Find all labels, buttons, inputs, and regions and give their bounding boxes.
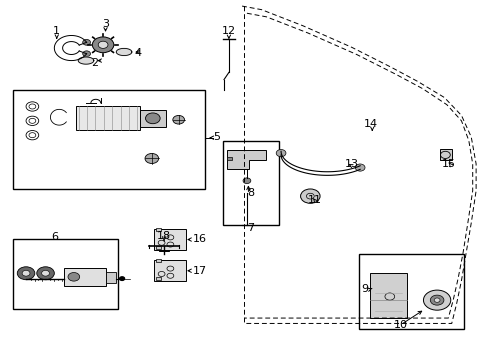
- Bar: [159, 245, 168, 251]
- Text: 17: 17: [193, 266, 207, 276]
- Polygon shape: [116, 48, 132, 55]
- Text: 4: 4: [135, 48, 142, 58]
- Bar: [358, 253, 463, 329]
- Circle shape: [429, 295, 443, 305]
- Bar: [369, 273, 406, 318]
- Circle shape: [300, 189, 320, 203]
- Text: 5: 5: [212, 132, 219, 142]
- Bar: [154, 229, 185, 250]
- Circle shape: [433, 298, 439, 302]
- Bar: [156, 246, 160, 249]
- Circle shape: [243, 178, 250, 184]
- Bar: [222, 140, 278, 225]
- Text: 7: 7: [246, 224, 253, 233]
- Bar: [13, 239, 118, 309]
- Circle shape: [145, 153, 158, 163]
- Circle shape: [172, 116, 184, 124]
- Text: 15: 15: [441, 159, 455, 169]
- Circle shape: [41, 270, 49, 276]
- Text: 1: 1: [53, 26, 60, 36]
- Text: 2: 2: [91, 58, 98, 68]
- Circle shape: [22, 270, 30, 276]
- Circle shape: [82, 40, 90, 45]
- Bar: [140, 110, 166, 127]
- Circle shape: [68, 273, 80, 281]
- Text: 14: 14: [364, 120, 378, 129]
- Bar: [156, 277, 160, 280]
- Text: 13: 13: [344, 159, 358, 169]
- Circle shape: [423, 290, 450, 310]
- Circle shape: [98, 41, 108, 48]
- Bar: [13, 90, 205, 189]
- Text: 6: 6: [51, 232, 58, 242]
- Text: 12: 12: [222, 26, 236, 36]
- Bar: [154, 260, 185, 281]
- Bar: [156, 259, 160, 262]
- Text: 9: 9: [361, 284, 368, 294]
- Text: 10: 10: [393, 320, 407, 330]
- Circle shape: [276, 149, 285, 157]
- Circle shape: [82, 51, 90, 57]
- Text: 16: 16: [193, 234, 207, 244]
- Text: 11: 11: [307, 195, 322, 205]
- Polygon shape: [227, 149, 266, 169]
- Bar: [439, 149, 451, 160]
- Circle shape: [355, 164, 364, 171]
- Bar: [64, 268, 105, 286]
- Bar: [156, 228, 160, 231]
- Text: 18: 18: [157, 231, 171, 240]
- Circle shape: [120, 277, 124, 280]
- Bar: [105, 272, 116, 283]
- Polygon shape: [78, 57, 94, 64]
- Bar: [76, 107, 140, 130]
- Polygon shape: [227, 157, 232, 160]
- Circle shape: [145, 113, 160, 124]
- Circle shape: [37, 267, 54, 280]
- Text: 3: 3: [102, 19, 109, 29]
- Circle shape: [17, 267, 35, 280]
- Text: 8: 8: [246, 188, 253, 198]
- Circle shape: [92, 37, 114, 53]
